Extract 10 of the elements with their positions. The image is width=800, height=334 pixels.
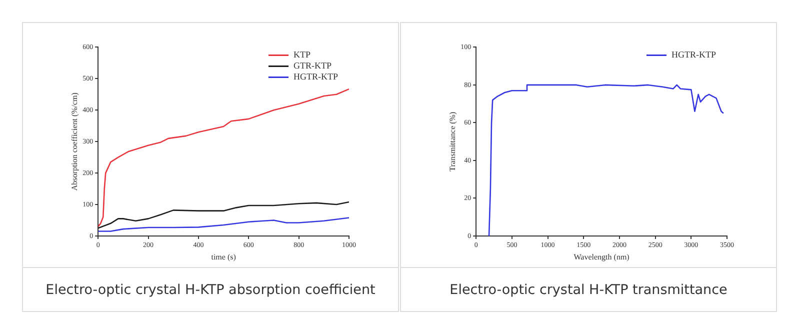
legend-label: KTP [294,50,311,60]
legend-label: HGTR-KTP [672,50,716,60]
y-axis-title: Transmittance (%) [448,112,457,172]
legend-label: HGTR-KTP [294,72,338,82]
legend-label: GTR-KTP [294,60,332,71]
text: Electro-optic crystal H-KTP transmittance [400,267,777,312]
text: Electro-optic crystal H-KTP absorption coefficient [22,267,399,312]
y-axis-title: Absorption coefficient (%/cm) [70,92,79,191]
x-axis-title: time (s) [211,252,236,262]
x-axis-title: Wavelength (nm) [574,252,630,262]
